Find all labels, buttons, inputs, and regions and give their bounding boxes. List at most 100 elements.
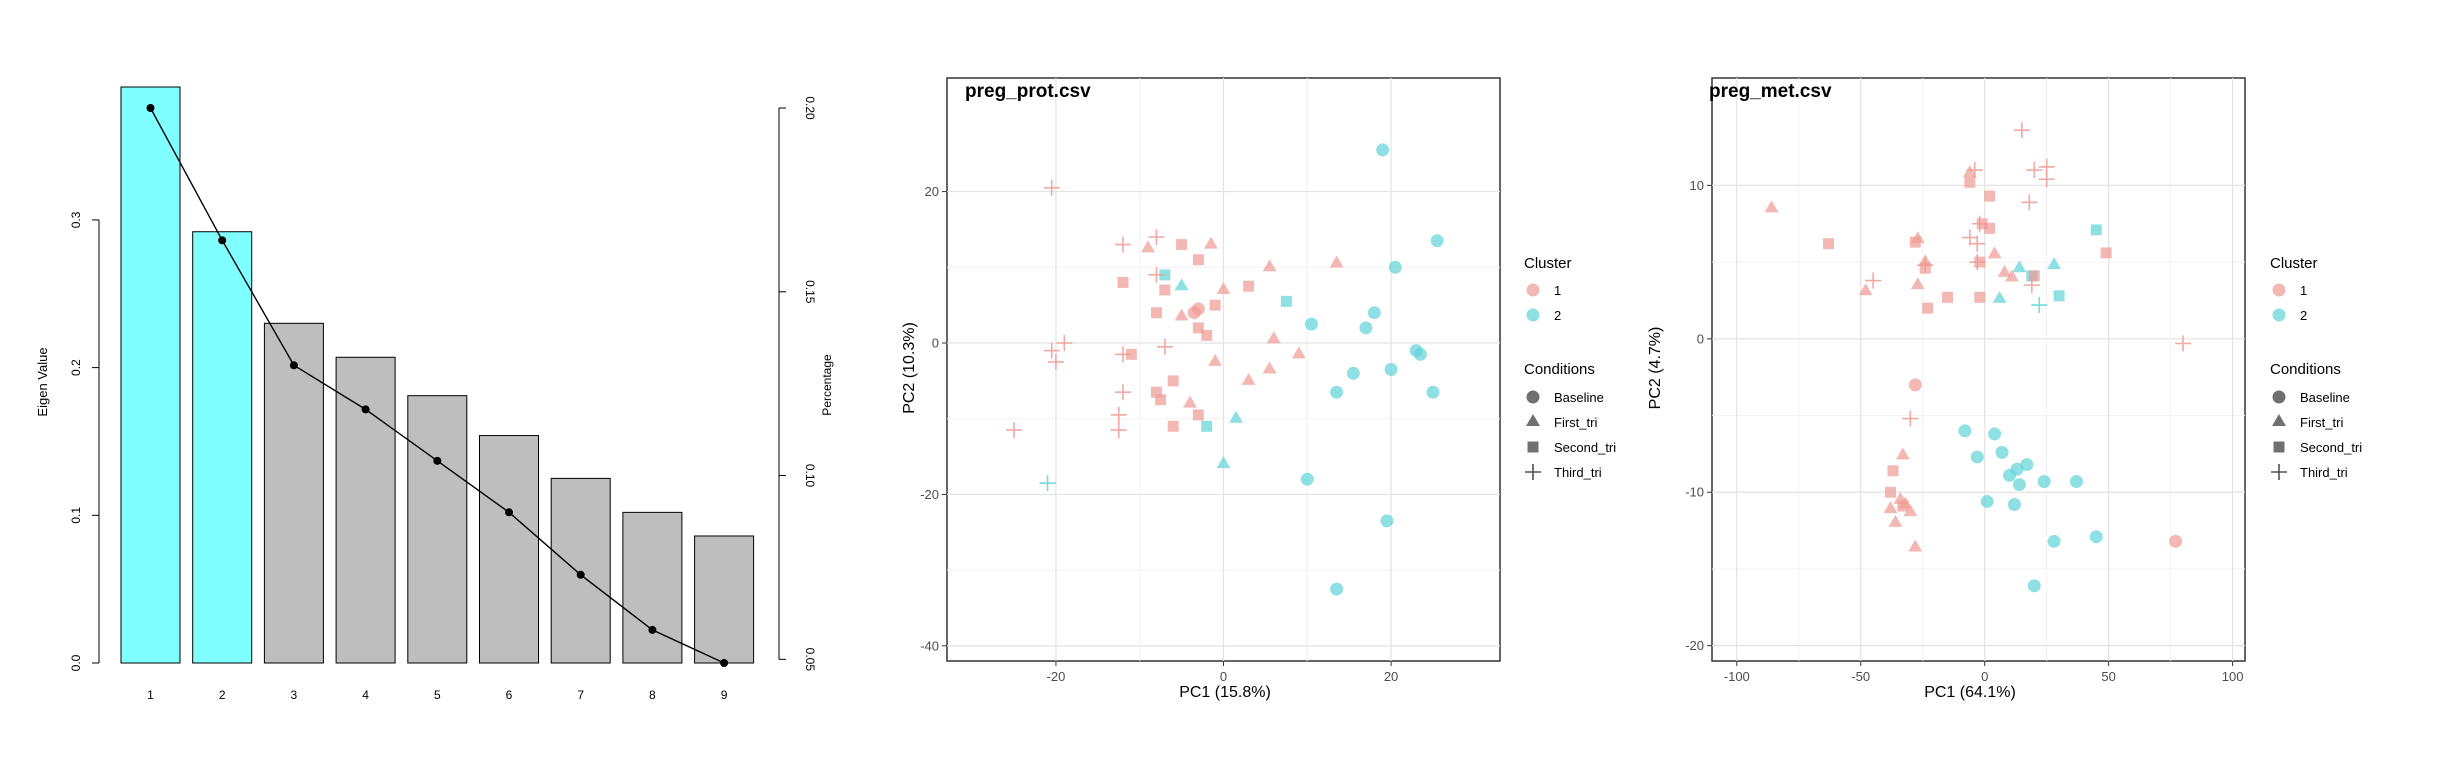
scatter-point-third-tri bbox=[1902, 410, 1919, 427]
scatter-point-second-tri bbox=[1922, 302, 1934, 314]
scatter-point-third-tri bbox=[1865, 272, 1882, 289]
scatter-point-second-tri bbox=[1887, 465, 1899, 477]
scatter-point-third-tri bbox=[1047, 353, 1064, 370]
scatter-point-baseline bbox=[1330, 385, 1344, 399]
scatter-point-second-tri bbox=[1201, 420, 1213, 432]
pca2-title: preg_met.csv bbox=[1709, 81, 1832, 102]
scatter-point-baseline bbox=[1995, 445, 2009, 459]
scatter-point-second-tri bbox=[1125, 348, 1137, 360]
scatter-point-third-tri bbox=[1966, 162, 1983, 179]
legend-cluster-title: Cluster bbox=[2270, 255, 2318, 272]
scatter-point-third-tri bbox=[2175, 335, 2192, 352]
scatter-point-first-tri bbox=[1174, 308, 1189, 321]
scree-percentage-point bbox=[576, 570, 585, 579]
pca2-legend: Cluster 1 2 Conditions Baseline First_tri Seco… bbox=[2270, 255, 2362, 480]
scatter-point-first-tri bbox=[1764, 200, 1779, 213]
pca1-points bbox=[1006, 143, 1444, 596]
pca1-x-tick-label: 20 bbox=[1384, 669, 1398, 684]
scree-x-tick-label: 2 bbox=[219, 688, 226, 702]
scatter-point-second-tri bbox=[1159, 284, 1171, 296]
pca1-title: preg_prot.csv bbox=[965, 81, 1091, 102]
scatter-point-baseline bbox=[2272, 390, 2286, 404]
legend-condition-label: Second_tri bbox=[2300, 440, 2362, 455]
scatter-point-baseline bbox=[1384, 363, 1398, 376]
scree-y2-tick-label: 0.15 bbox=[803, 280, 817, 304]
scatter-point-baseline bbox=[1300, 472, 1314, 486]
pca1-axes: -20 0 20 -40 -20 0 20 bbox=[920, 184, 1398, 684]
scatter-point-second-tri bbox=[2053, 290, 2065, 302]
scatter-point-first-tri bbox=[1262, 361, 1277, 374]
scatter-point-first-tri bbox=[1895, 447, 1910, 460]
pca2-y-tick-label: 10 bbox=[1690, 178, 1704, 193]
scatter-point-baseline bbox=[1380, 514, 1394, 528]
scatter-point-third-tri bbox=[1917, 257, 1934, 274]
scatter-point-baseline bbox=[1908, 378, 1922, 392]
scatter-point-second-tri bbox=[1176, 239, 1188, 251]
scatter-point-second-tri bbox=[1167, 375, 1179, 387]
pca2-x-axis-title: PC1 (64.1%) bbox=[1924, 684, 2016, 701]
scatter-point-third-tri bbox=[1969, 254, 1986, 271]
scatter-point-first-tri bbox=[1208, 353, 1223, 366]
pca2-x-tick-label: 50 bbox=[2101, 669, 2115, 684]
legend-conditions-title: Conditions bbox=[1524, 361, 1595, 378]
pca1-y-tick-label: 20 bbox=[925, 184, 939, 199]
scatter-point-baseline bbox=[1526, 390, 1540, 404]
pca2-y-axis-title: PC2 (4.7%) bbox=[1647, 327, 1664, 410]
legend-cluster-key bbox=[2272, 308, 2286, 322]
scatter-point-second-tri bbox=[1192, 409, 1204, 421]
scree-x-tick-label: 4 bbox=[362, 688, 369, 702]
scatter-point-first-tri bbox=[1888, 514, 1903, 527]
scatter-point-second-tri bbox=[1155, 394, 1167, 406]
scatter-point-third-tri bbox=[2026, 162, 2043, 179]
scatter-point-baseline bbox=[1970, 450, 1984, 464]
scatter-point-third-tri bbox=[1969, 235, 1986, 252]
scatter-point-baseline bbox=[2169, 534, 2183, 548]
legend-condition-label: First_tri bbox=[2300, 415, 2343, 430]
scatter-point-first-tri bbox=[1183, 395, 1197, 408]
scatter-point-third-tri bbox=[1971, 215, 1988, 232]
scatter-point-baseline bbox=[1980, 494, 1994, 508]
legend-condition-label: Baseline bbox=[1554, 390, 1604, 405]
scatter-point-first-tri bbox=[1987, 246, 2002, 259]
scatter-point-baseline bbox=[1376, 143, 1390, 157]
pca2-points bbox=[1764, 122, 2192, 593]
scatter-point-first-tri bbox=[1992, 290, 2007, 303]
legend-cluster-title: Cluster bbox=[1524, 255, 1572, 272]
scatter-point-third-tri bbox=[2013, 122, 2030, 139]
scree-bar bbox=[694, 535, 755, 664]
scatter-point-third-tri bbox=[1110, 406, 1127, 423]
scatter-point-first-tri bbox=[2012, 260, 2027, 273]
pca2-x-tick-label: 100 bbox=[2222, 669, 2244, 684]
scree-bar bbox=[479, 435, 539, 664]
scree-y2-tick-label: 0.05 bbox=[803, 648, 817, 672]
scree-bar bbox=[120, 86, 181, 664]
scatter-point-third-tri bbox=[1006, 422, 1023, 439]
scatter-point-baseline bbox=[1388, 260, 1402, 274]
scatter-point-third-tri bbox=[1148, 229, 1165, 245]
scatter-point-first-tri bbox=[2272, 414, 2286, 426]
scatter-point-second-tri bbox=[2090, 224, 2102, 236]
scatter-point-baseline bbox=[2037, 474, 2051, 488]
pca2-x-tick-label: -50 bbox=[1851, 669, 1870, 684]
scree-y2-tick-label: 0.10 bbox=[803, 464, 817, 488]
pca1-legend: Cluster 1 2 Conditions Baseline First_tri Seco… bbox=[1524, 255, 1616, 480]
scatter-point-third-tri bbox=[1525, 464, 1541, 480]
pca-plot-proteins: -20 0 20 -40 -20 0 20 preg_prot.csv PC1 (15.8%… bbox=[901, 77, 1501, 701]
legend-conditions-title: Conditions bbox=[2270, 361, 2341, 378]
scatter-point-first-tri bbox=[1962, 165, 1977, 178]
scatter-point-third-tri bbox=[1110, 422, 1127, 439]
legend-cluster-key bbox=[1526, 308, 1540, 322]
legend-cluster-key bbox=[1526, 283, 1540, 297]
scatter-point-first-tri bbox=[1262, 259, 1277, 272]
legend-condition-label: First_tri bbox=[1554, 415, 1597, 430]
scatter-point-second-tri bbox=[2028, 270, 2040, 282]
scatter-point-first-tri bbox=[1216, 456, 1231, 469]
scatter-point-first-tri bbox=[1910, 277, 1925, 290]
scatter-point-second-tri bbox=[1150, 307, 1162, 319]
scatter-point-second-tri bbox=[1117, 276, 1129, 288]
scatter-point-third-tri bbox=[1156, 338, 1173, 355]
scatter-point-third-tri bbox=[2031, 297, 2048, 314]
scatter-point-second-tri bbox=[1209, 299, 1221, 311]
